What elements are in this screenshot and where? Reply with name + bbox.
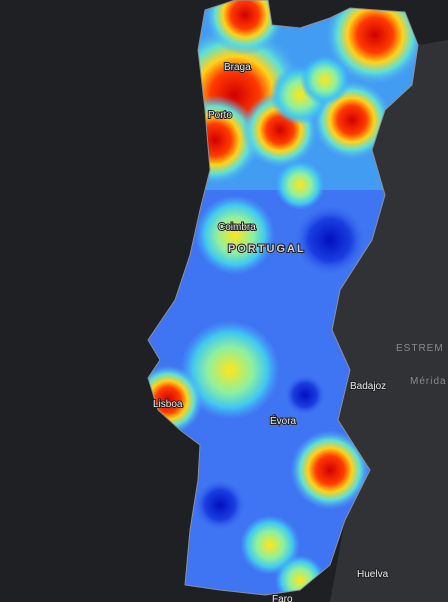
city-label: Faro: [272, 594, 293, 602]
city-label: Porto: [208, 110, 232, 121]
border: [147, 0, 419, 596]
city-label: Coimbra: [218, 222, 256, 233]
heat-blob: [290, 430, 370, 510]
city-label: Évora: [270, 414, 297, 427]
city-label: Mérida: [410, 376, 447, 387]
city-label: Huelva: [357, 569, 389, 580]
heat-blob: [180, 320, 280, 420]
city-label: Badajoz: [350, 381, 386, 392]
heat-blob: [205, 0, 285, 55]
heat-blob: [195, 195, 275, 275]
heat-blob: [300, 55, 350, 105]
region-label: ESTREM: [396, 343, 444, 354]
heat-blob: [285, 375, 325, 415]
heat-blob: [275, 160, 325, 210]
city-label: Braga: [224, 62, 251, 73]
city-label: Lisboa: [153, 399, 183, 410]
heat-blob: [195, 480, 245, 530]
spain-land: [330, 40, 448, 602]
heat-blob: [295, 205, 365, 275]
country-label: PORTUGAL: [228, 243, 306, 255]
